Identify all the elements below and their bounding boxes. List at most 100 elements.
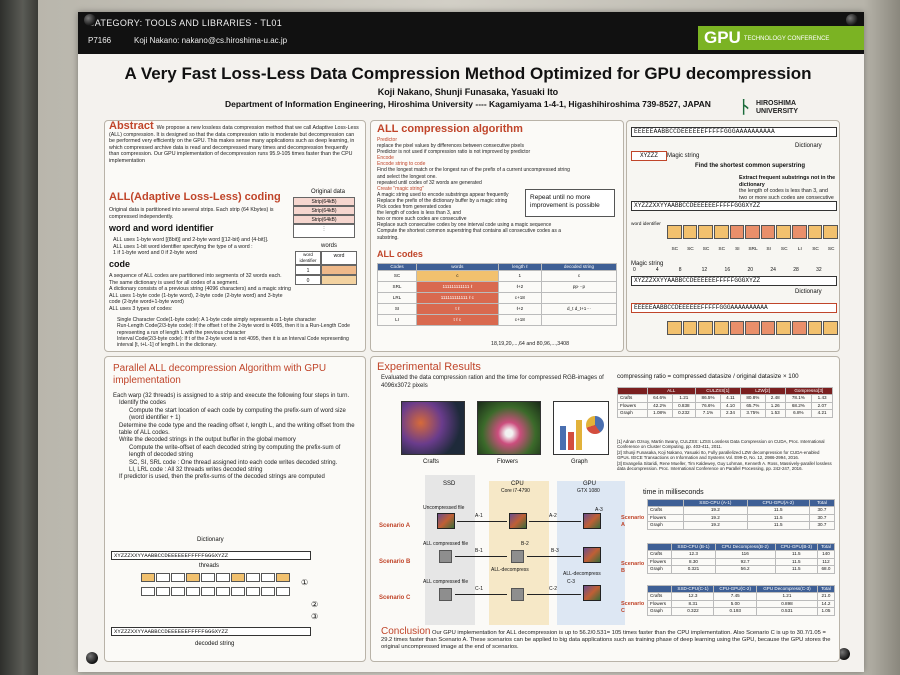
time-a-row-cell: Graph	[646, 521, 685, 530]
graph-pie	[586, 416, 604, 434]
time-c-row-cell: 1.05	[816, 607, 836, 616]
ratio-col: ALL	[646, 386, 696, 396]
time-b-row: Graph 0.321 56.2 11.5 68.0	[646, 565, 836, 574]
time-a-header: SSD-CPU (A-1) CPU-GPU(A-2) Total	[646, 498, 836, 508]
word-item: ALL uses 1-byte word [{8bit}] and 2-byte…	[113, 237, 269, 243]
step: repeated until codes of 32 words are gen…	[377, 179, 482, 186]
code-box	[823, 225, 838, 239]
code-box	[667, 321, 682, 335]
parallel-step: Each warp (32 threads) is assigned to a …	[113, 393, 350, 399]
gpu-label: GPU	[583, 481, 597, 487]
parallel-dict-sequence: XYZZZXXYYAABBCCDEEEEEEFFFFFGGGXYZZ	[111, 551, 311, 560]
code-decoded: d_t d_t+1···	[540, 303, 618, 316]
edge-label: A-1	[475, 513, 483, 519]
word-identifier-column: word identifier	[295, 251, 321, 265]
code-labels: SC SC SC SC SI SRL SI SC LI SC SC	[667, 247, 839, 255]
ratio-row-cell: Flowers	[617, 401, 648, 411]
codes-col: Codes	[376, 262, 418, 272]
time-b-row-cell: 68.0	[816, 565, 836, 574]
image-icon	[509, 513, 527, 529]
time-b-row-cell: 112	[816, 557, 836, 567]
scenario-c-label: Scenario C	[379, 595, 411, 601]
tick-label: 20	[747, 267, 753, 273]
ratio-row: Flowers 42.2% 0.838 76.6% 4.10 65.7% 1.26 68.2%…	[617, 401, 833, 411]
code-item: A dictionary consists of a previous stri…	[109, 286, 291, 293]
time-table-b: SSD-CPU (B-1) CPU Decompress(B-2) CPU-GPU(…	[646, 542, 836, 574]
parallel-panel: Parallel ALL decompression Algorithm wit…	[104, 356, 366, 662]
time-a-row-cell: 19.2	[683, 506, 748, 515]
code-length: c+18	[497, 314, 542, 327]
ratio-row-cell: 4.11	[720, 394, 741, 403]
step: the length of codes is less than 3, and	[377, 210, 461, 217]
codes-col: decoded string	[540, 262, 618, 272]
ratio-row-cell: 68.2%	[784, 401, 813, 411]
time-a-row-cell: 30.7	[808, 513, 836, 523]
ratio-row-cell: 65.7%	[739, 401, 766, 411]
tick-row: 0 4 8 12 16 20 24 28 32	[631, 267, 837, 275]
step: Pick codes from generated codes	[377, 204, 452, 211]
crafts-image	[401, 401, 465, 455]
step: Find the longest match or the longest ru…	[377, 167, 570, 180]
time-a-row-cell: 19.2	[683, 513, 748, 523]
code-length: ℓ+2	[497, 281, 542, 294]
time-table-c: SSD-CPU(C-1) CPU-GPU(C-2) GPU Decompress(C…	[646, 584, 836, 616]
parallel-step: SC, SI, SRL code : One thread assigned i…	[129, 459, 338, 466]
time-c-row-cell: 5.00	[713, 599, 757, 609]
university-mark-icon: ﾄ	[740, 97, 750, 119]
scenario-b-label: Scenario B	[379, 559, 411, 565]
image-icon	[583, 513, 601, 529]
magic-label: Magic string	[667, 153, 700, 159]
code-boxes	[667, 225, 839, 247]
codes-col: words	[416, 262, 499, 272]
thread-offset-box	[141, 587, 155, 596]
edge-label: C-1	[475, 586, 484, 592]
strip-cell: Strip(64kB)	[293, 206, 355, 215]
ratio-row-cell: 86.5%	[694, 394, 722, 403]
code-box	[823, 321, 838, 335]
magic-box: XYZZZ	[631, 151, 667, 161]
code-box-label: SC	[718, 247, 726, 252]
thread-code-box	[186, 573, 200, 582]
parallel-step: Compute the write-offset of each decoded…	[129, 444, 341, 459]
codes-footer: 18,19,20,...,64 and 80,96,...,3408	[491, 341, 570, 347]
algorithm-panel: ALL compression algorithm Predictor repl…	[370, 120, 624, 352]
time-c-row-cell: Flowers	[646, 599, 673, 609]
time-a-row-cell: 11.5	[746, 521, 810, 530]
image-caption: Flowers	[497, 459, 519, 465]
flow-label: ALL-decompress	[563, 571, 601, 577]
author-contact: Koji Nakano: nakano@cs.hiroshima-u.ac.jp	[134, 36, 288, 45]
graph-image	[553, 401, 609, 455]
decoded-sequence: EEEEEAABBCCDEEEEEEFFFFFGGGAAAAAAAAAA	[631, 303, 837, 313]
codes-table: Codes words length ℓ decoded string SC c 1…	[376, 262, 618, 327]
words-label: words	[321, 243, 338, 249]
code-types: Single Character Code(1-byte code): A 1-…	[117, 317, 361, 348]
ratio-row-cell: 7.1%	[694, 409, 722, 418]
ratio-row-cell: 42.2%	[646, 401, 673, 411]
word-identifier-label: word identifier	[631, 222, 661, 227]
parallel-steps: Each warp (32 threads) is assigned to a …	[113, 393, 357, 482]
code-words: 111111111111 ℓ	[416, 281, 499, 294]
time-b-row-cell: 92.7	[714, 557, 776, 567]
code-words: t ℓ	[416, 303, 499, 316]
edge-label: C-2	[549, 586, 558, 592]
ratio-body: Crafts 64.6% 1.21 86.5% 4.11 80.8% 2.48 78.1% 1.…	[617, 394, 833, 418]
code-heading: code	[109, 259, 131, 269]
scenario-c-tag: Scenario C	[621, 601, 645, 614]
parallel-step: Write the decoded strings in the output …	[119, 437, 296, 444]
scenario-b-tag: Scenario B	[621, 561, 645, 574]
flow-label: ALL compressed file	[423, 579, 469, 585]
ratio-row-cell: 2.34	[720, 409, 741, 418]
time-b-row-cell: 116	[714, 550, 776, 559]
thread-offset-box	[231, 587, 245, 596]
step: two or more such codes are consecutive	[377, 216, 467, 223]
parallel-step: Identify the codes	[119, 400, 167, 407]
reference: [3] Evangelia Sitaridi, Rene Mueller, Ti…	[617, 460, 832, 472]
ratio-row-cell: 1.21	[671, 394, 696, 403]
code-type-item: Interval Code(2/3-byte code): If t of th…	[117, 335, 349, 349]
word-id-one: 1	[295, 265, 321, 275]
code-box	[729, 321, 745, 335]
ratio-row-cell: 80.8%	[739, 394, 766, 403]
ratio-table: ALL CULZSS[1] LZW[2] Gompresso[3] Crafts…	[617, 386, 833, 418]
code-box	[776, 225, 792, 239]
thread-offset-box	[171, 587, 185, 596]
